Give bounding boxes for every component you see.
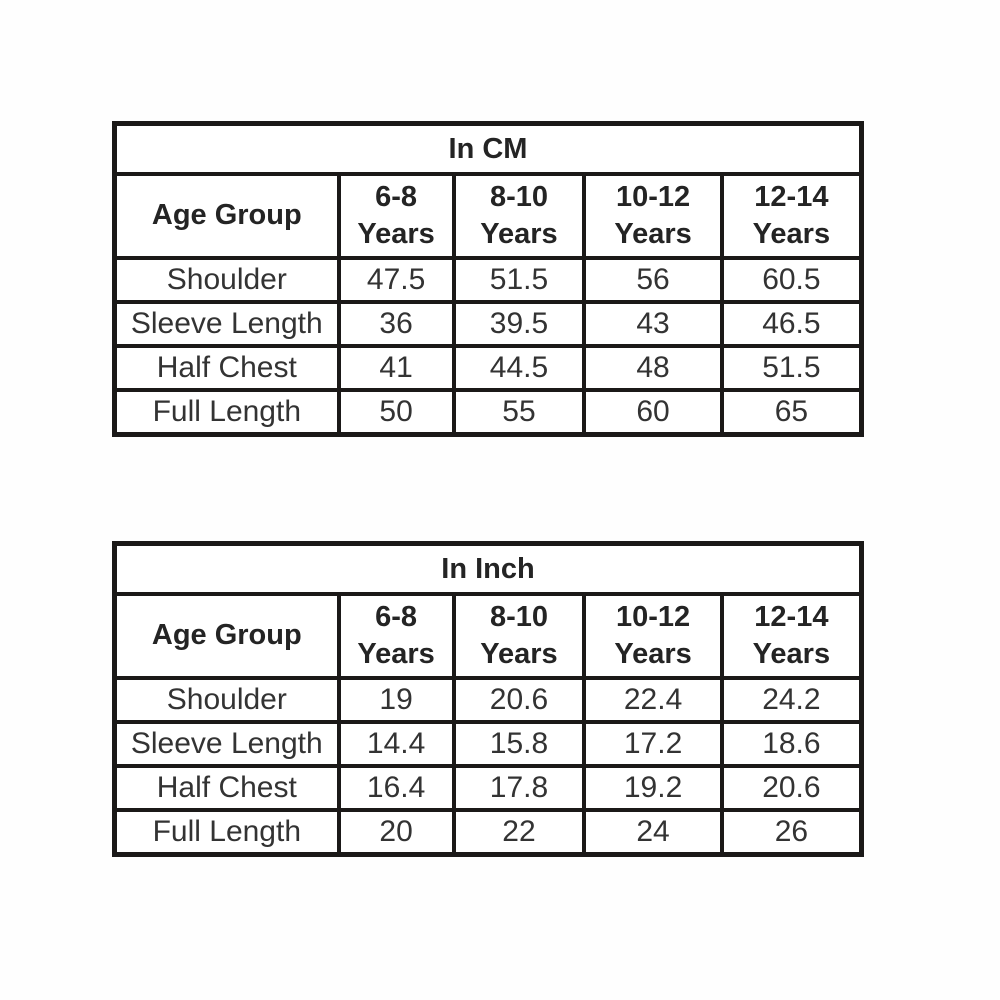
col-header-range: 8-10 xyxy=(489,180,548,213)
cell-value: 36 xyxy=(336,300,456,348)
col-header-10-12: 10-12 Years xyxy=(582,592,724,680)
cell-value: 43 xyxy=(582,300,724,348)
table-row-shoulder: Shoulder 19 20.6 22.4 24.2 xyxy=(112,676,864,724)
table-title: In CM xyxy=(112,121,864,176)
table-row-full-length: Full Length 20 22 24 26 xyxy=(112,808,864,857)
col-header-6-8: 6-8 Years xyxy=(336,592,456,680)
col-header-range: 6-8 xyxy=(375,600,418,633)
cell-value: 20.6 xyxy=(451,676,587,724)
cell-value: 56 xyxy=(582,256,724,304)
cell-value: 14.4 xyxy=(336,720,456,768)
row-label: Shoulder xyxy=(112,676,341,724)
cell-value: 48 xyxy=(582,344,724,392)
table-row-sleeve-length: Sleeve Length 36 39.5 43 46.5 xyxy=(112,300,864,348)
cell-value: 41 xyxy=(336,344,456,392)
row-label: Sleeve Length xyxy=(112,300,341,348)
cell-value: 17.2 xyxy=(582,720,724,768)
row-label: Half Chest xyxy=(112,344,341,392)
size-table-cm: In CM Age Group 6-8 Years 8-10 Years 10-… xyxy=(112,121,864,437)
table-header-row: Age Group 6-8 Years 8-10 Years 10-12 Yea… xyxy=(112,592,864,680)
row-label: Half Chest xyxy=(112,764,341,812)
cell-value: 19.2 xyxy=(582,764,724,812)
cell-value: 51.5 xyxy=(451,256,587,304)
cell-value: 22 xyxy=(451,808,587,857)
cell-value: 47.5 xyxy=(336,256,456,304)
cell-value: 15.8 xyxy=(451,720,587,768)
cell-value: 17.8 xyxy=(451,764,587,812)
cell-value: 60.5 xyxy=(719,256,864,304)
col-header-suffix: Years xyxy=(614,218,692,250)
table-title-row: In CM xyxy=(112,121,864,176)
col-header-suffix: Years xyxy=(752,638,831,670)
cell-value: 20 xyxy=(336,808,456,857)
corner-header: Age Group xyxy=(112,172,341,260)
cell-value: 20.6 xyxy=(719,764,864,812)
cell-value: 51.5 xyxy=(719,344,864,392)
col-header-suffix: Years xyxy=(357,638,435,670)
table-header-row: Age Group 6-8 Years 8-10 Years 10-12 Yea… xyxy=(112,172,864,260)
col-header-range: 10-12 xyxy=(615,180,691,213)
col-header-8-10: 8-10 Years xyxy=(451,592,587,680)
table-row-sleeve-length: Sleeve Length 14.4 15.8 17.2 18.6 xyxy=(112,720,864,768)
cell-value: 60 xyxy=(582,388,724,437)
cell-value: 24.2 xyxy=(719,676,864,724)
table-row-full-length: Full Length 50 55 60 65 xyxy=(112,388,864,437)
cell-value: 65 xyxy=(719,388,864,437)
row-label: Shoulder xyxy=(112,256,341,304)
cell-value: 18.6 xyxy=(719,720,864,768)
col-header-suffix: Years xyxy=(480,218,558,250)
table-title: In Inch xyxy=(112,541,864,596)
size-table-inch: In Inch Age Group 6-8 Years 8-10 Years 1… xyxy=(112,541,864,857)
cell-value: 16.4 xyxy=(336,764,456,812)
col-header-12-14: 12-14 Years xyxy=(719,592,864,680)
col-header-suffix: Years xyxy=(752,218,831,250)
table-title-row: In Inch xyxy=(112,541,864,596)
cell-value: 46.5 xyxy=(719,300,864,348)
row-label: Sleeve Length xyxy=(112,720,341,768)
row-label: Full Length xyxy=(112,388,341,437)
col-header-range: 10-12 xyxy=(615,600,691,633)
col-header-suffix: Years xyxy=(614,638,692,670)
col-header-range: 8-10 xyxy=(489,600,548,633)
table-row-half-chest: Half Chest 41 44.5 48 51.5 xyxy=(112,344,864,392)
cell-value: 50 xyxy=(336,388,456,437)
cell-value: 44.5 xyxy=(451,344,587,392)
col-header-12-14: 12-14 Years xyxy=(719,172,864,260)
cell-value: 39.5 xyxy=(451,300,587,348)
col-header-range: 6-8 xyxy=(375,180,418,213)
col-header-8-10: 8-10 Years xyxy=(451,172,587,260)
col-header-suffix: Years xyxy=(357,218,435,250)
cell-value: 19 xyxy=(336,676,456,724)
corner-header: Age Group xyxy=(112,592,341,680)
col-header-range: 12-14 xyxy=(754,600,829,633)
table-row-half-chest: Half Chest 16.4 17.8 19.2 20.6 xyxy=(112,764,864,812)
col-header-6-8: 6-8 Years xyxy=(336,172,456,260)
row-label: Full Length xyxy=(112,808,341,857)
table-row-shoulder: Shoulder 47.5 51.5 56 60.5 xyxy=(112,256,864,304)
col-header-suffix: Years xyxy=(480,638,558,670)
cell-value: 24 xyxy=(582,808,724,857)
col-header-10-12: 10-12 Years xyxy=(582,172,724,260)
cell-value: 26 xyxy=(719,808,864,857)
col-header-range: 12-14 xyxy=(754,180,829,213)
cell-value: 22.4 xyxy=(582,676,724,724)
cell-value: 55 xyxy=(451,388,587,437)
